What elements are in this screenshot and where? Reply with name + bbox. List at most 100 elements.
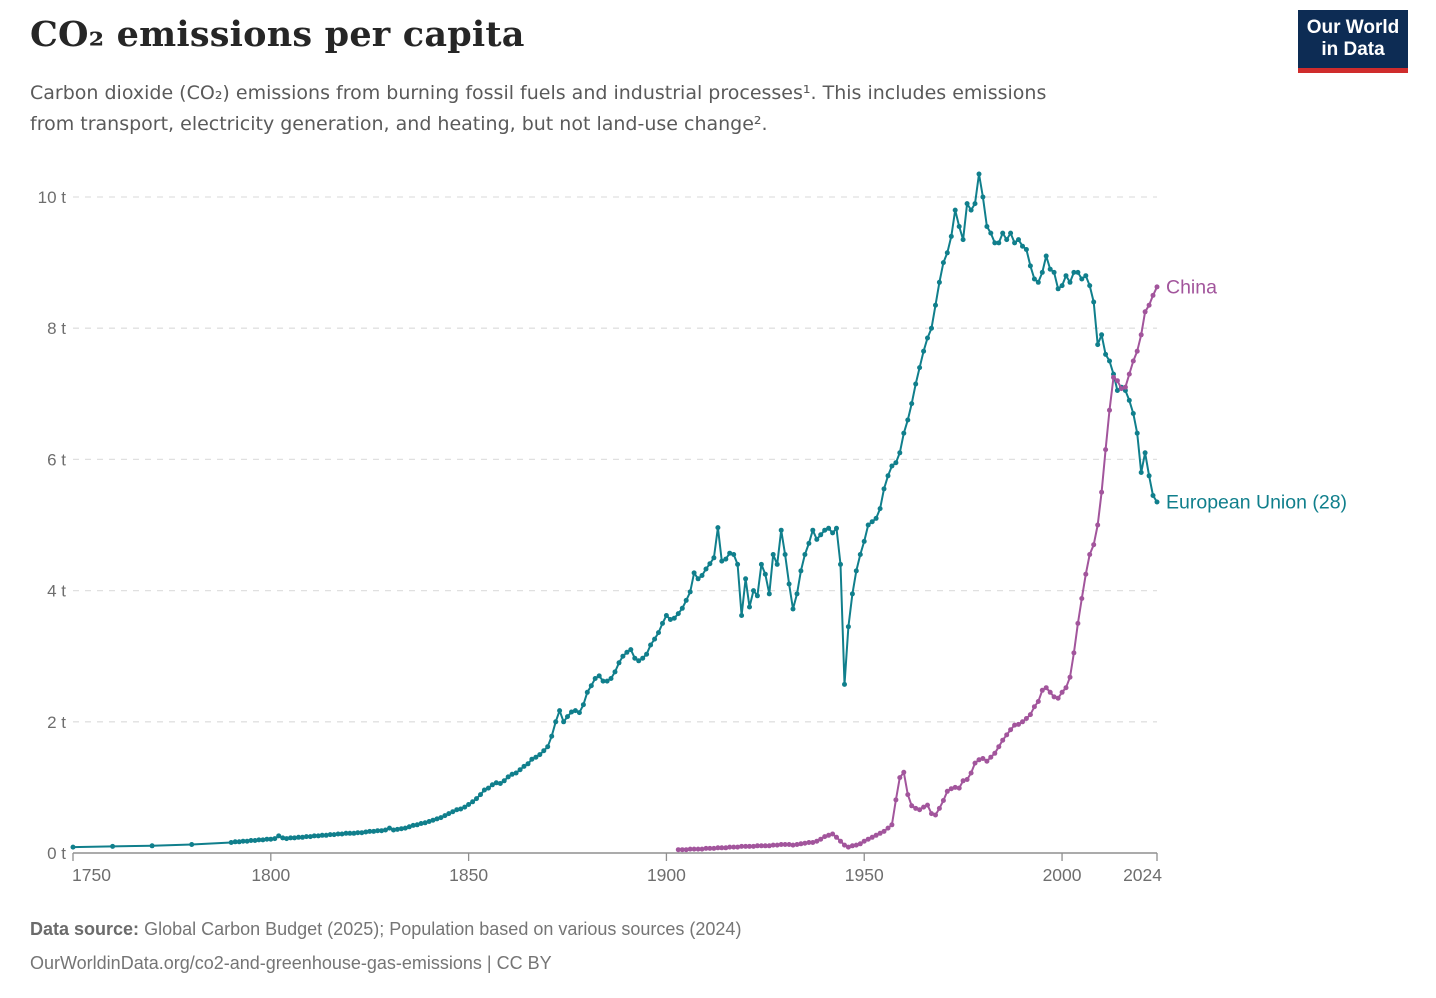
point-china-2005 [1079, 596, 1085, 601]
point-european-union-28-1963 [913, 381, 919, 387]
point-china-2012 [1107, 407, 1112, 413]
point-china-1936 [806, 840, 812, 845]
point-china-1903 [675, 847, 681, 853]
point-china-1912 [711, 845, 717, 851]
point-european-union-28-1825 [367, 828, 373, 834]
point-european-union-28-1991 [1023, 247, 1029, 252]
point-european-union-28-1829 [383, 827, 388, 833]
line-china[interactable] [677, 285, 1158, 851]
point-european-union-28-1945 [842, 681, 847, 687]
point-european-union-28-1936 [806, 540, 812, 546]
point-european-union-28-1944 [838, 561, 843, 567]
point-china-1946 [845, 844, 851, 850]
point-european-union-28-1827 [375, 828, 381, 834]
point-china-1932 [790, 842, 796, 848]
point-european-union-28-1993 [1031, 276, 1037, 282]
y-tick-label-6t: 6 t [47, 450, 66, 469]
point-european-union-28-1838 [418, 821, 424, 826]
point-european-union-28-1871 [549, 733, 555, 739]
point-european-union-28-1937 [810, 527, 816, 533]
credit-line[interactable]: OurWorldinData.org/co2-and-greenhouse-ga… [30, 953, 552, 973]
point-european-union-28-1867 [533, 754, 539, 760]
point-european-union-28-1848 [458, 806, 464, 812]
point-china-1977 [968, 770, 974, 776]
series-label-european-union-28[interactable]: European Union (28) [1166, 492, 1347, 514]
point-european-union-28-1854 [481, 787, 487, 793]
point-european-union-28-1837 [414, 822, 420, 828]
point-china-1980 [980, 756, 986, 761]
x-tick-label-1900: 1900 [647, 865, 686, 885]
series-china[interactable] [675, 284, 1160, 853]
point-european-union-28-1962 [909, 401, 915, 407]
point-european-union-28-1891 [628, 647, 634, 653]
point-european-union-28-1948 [853, 568, 859, 574]
point-european-union-28-1870 [545, 744, 551, 750]
point-china-1973 [952, 784, 958, 790]
point-european-union-28-1960 [901, 430, 907, 436]
point-european-union-28-1814 [323, 832, 329, 838]
point-european-union-28-1873 [557, 708, 563, 714]
point-european-union-28-1965 [921, 348, 927, 354]
point-european-union-28-1923 [754, 593, 760, 599]
point-china-1911 [707, 845, 713, 851]
point-european-union-28-1919 [739, 613, 745, 618]
point-european-union-28-1830 [387, 825, 392, 831]
point-china-1934 [798, 841, 804, 847]
point-china-1957 [889, 822, 895, 828]
point-european-union-28-1770 [149, 843, 155, 849]
series-european-union-28[interactable] [70, 171, 1160, 850]
subtitle-line-1: Carbon dioxide (CO₂) emissions from burn… [30, 82, 1047, 104]
point-european-union-28-1793 [240, 838, 246, 844]
point-european-union-28-1804 [284, 836, 290, 842]
point-european-union-28-1911 [707, 561, 713, 567]
point-european-union-28-1857 [493, 780, 499, 786]
point-european-union-28-1895 [644, 651, 650, 657]
point-european-union-28-1897 [652, 636, 658, 642]
point-european-union-28-2005 [1079, 276, 1085, 282]
point-european-union-28-1843 [438, 815, 444, 821]
point-european-union-28-1872 [553, 719, 559, 725]
point-china-1931 [786, 842, 792, 847]
point-european-union-28-1865 [525, 761, 531, 767]
point-china-2010 [1099, 489, 1105, 495]
line-european-union-28[interactable] [72, 173, 1158, 849]
point-china-1919 [739, 843, 745, 849]
point-china-1960 [901, 769, 907, 775]
point-china-2020 [1138, 332, 1144, 338]
point-china-2016 [1122, 384, 1128, 390]
point-china-1967 [929, 811, 934, 817]
point-european-union-28-1921 [747, 604, 752, 610]
point-european-union-28-2019 [1134, 430, 1140, 436]
point-china-1955 [881, 828, 887, 834]
point-european-union-28-1989 [1016, 237, 1021, 243]
series-label-china[interactable]: China [1166, 276, 1217, 298]
point-china-1918 [735, 844, 741, 850]
point-european-union-28-1900 [663, 613, 669, 618]
point-european-union-28-1797 [256, 837, 262, 843]
point-european-union-28-2017 [1126, 397, 1132, 403]
point-european-union-28-2014 [1114, 388, 1120, 393]
owid-logo[interactable]: Our World in Data [1298, 10, 1408, 73]
point-european-union-28-1908 [695, 576, 701, 582]
point-european-union-28-2011 [1103, 351, 1109, 357]
point-european-union-28-2003 [1071, 269, 1077, 275]
point-european-union-28-1836 [410, 822, 416, 828]
point-european-union-28-2020 [1138, 470, 1144, 475]
point-european-union-28-2022 [1146, 473, 1152, 479]
point-european-union-28-2009 [1095, 342, 1101, 348]
point-china-2019 [1134, 348, 1140, 354]
x-tick-label-2000: 2000 [1043, 865, 1082, 885]
point-european-union-28-1941 [826, 525, 832, 531]
point-china-1971 [944, 788, 950, 794]
point-european-union-28-1883 [596, 673, 602, 679]
point-china-1941 [826, 832, 832, 838]
point-china-1914 [719, 845, 725, 851]
point-european-union-28-1999 [1055, 286, 1061, 292]
point-european-union-28-1906 [687, 589, 693, 595]
point-china-1908 [695, 846, 701, 852]
point-european-union-28-1824 [363, 829, 369, 835]
point-european-union-28-1823 [359, 830, 365, 836]
point-european-union-28-1910 [703, 566, 709, 572]
point-european-union-28-1912 [711, 555, 717, 561]
